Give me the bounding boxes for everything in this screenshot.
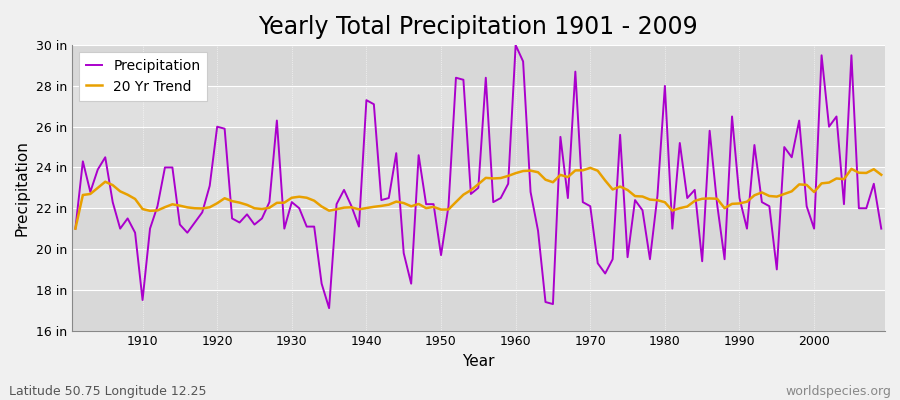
20 Yr Trend (510, 171, 521, 176)
Title: Yearly Total Precipitation 1901 - 2009: Yearly Total Precipitation 1901 - 2009 (258, 15, 698, 39)
Precipitation (876, 226, 886, 231)
20 Yr Trend (503, 174, 514, 178)
Precipitation (526, 190, 536, 194)
Y-axis label: Precipitation: Precipitation (15, 140, 30, 236)
Line: Precipitation: Precipitation (76, 45, 881, 308)
20 Yr Trend (585, 166, 596, 170)
Text: worldspecies.org: worldspecies.org (785, 385, 891, 398)
20 Yr Trend (130, 196, 140, 201)
Bar (72, 208, 885, 249)
Text: Latitude 50.75 Longitude 12.25: Latitude 50.75 Longitude 12.25 (9, 385, 206, 398)
Bar (72, 290, 885, 330)
20 Yr Trend (608, 187, 618, 192)
20 Yr Trend (338, 205, 349, 210)
Precipitation (294, 206, 305, 211)
20 Yr Trend (70, 226, 81, 231)
Precipitation (510, 43, 521, 48)
Bar (72, 45, 885, 86)
Legend: Precipitation, 20 Yr Trend: Precipitation, 20 Yr Trend (78, 52, 207, 101)
X-axis label: Year: Year (462, 354, 495, 369)
Bar (72, 127, 885, 168)
Precipitation (130, 230, 140, 235)
Precipitation (70, 226, 81, 231)
Precipitation (615, 132, 626, 137)
Line: 20 Yr Trend: 20 Yr Trend (76, 168, 881, 229)
20 Yr Trend (876, 172, 886, 177)
Precipitation (518, 59, 528, 64)
20 Yr Trend (294, 194, 305, 199)
Precipitation (346, 204, 357, 208)
Precipitation (324, 306, 335, 310)
